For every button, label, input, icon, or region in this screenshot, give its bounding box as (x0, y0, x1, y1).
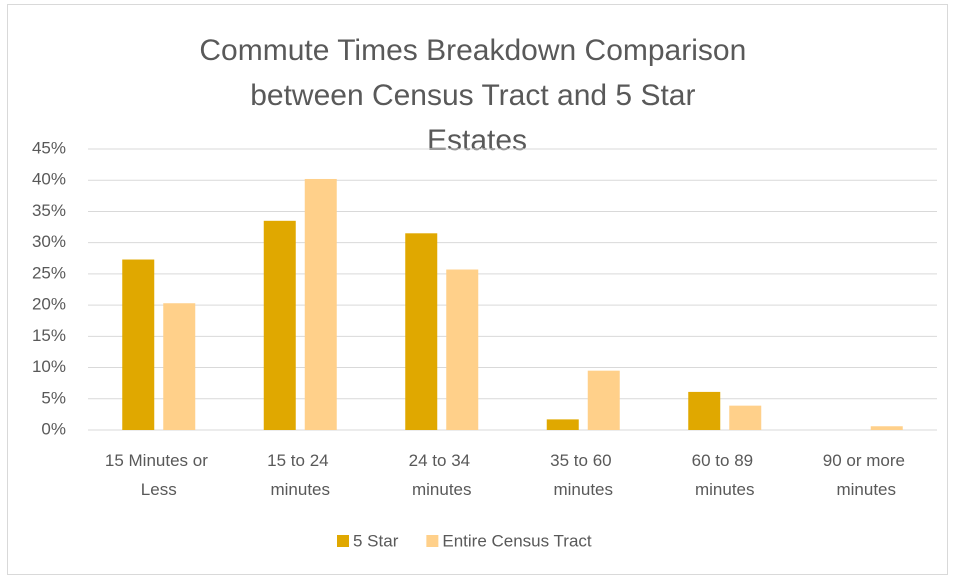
bar (587, 370, 620, 430)
x-tick-label: 60 to 89 minutes (692, 451, 758, 499)
bar (870, 426, 903, 430)
y-tick-label: 35% (32, 201, 66, 220)
y-tick-label: 45% (32, 138, 66, 157)
bar (688, 391, 721, 430)
x-tick-label: 35 to 60 minutes (550, 451, 616, 499)
y-tick-label: 0% (41, 419, 66, 438)
y-tick-label: 10% (32, 357, 66, 376)
y-tick-label: 30% (32, 232, 66, 251)
bar (446, 269, 479, 430)
y-tick-label: 25% (32, 263, 66, 282)
y-tick-label: 20% (32, 295, 66, 314)
bar (163, 303, 196, 430)
bar (263, 220, 296, 430)
bar (405, 233, 438, 430)
bar (122, 259, 155, 430)
bar (729, 405, 762, 430)
x-tick-label: 24 to 34 minutes (409, 451, 475, 499)
y-tick-label: 5% (41, 388, 66, 407)
chart-title: Commute Times Breakdown Comparison betwe… (199, 34, 754, 157)
x-tick-label: 15 to 24 minutes (267, 451, 333, 499)
legend-label: 5 Star (353, 531, 399, 550)
x-tick-label: 90 or more minutes (823, 451, 910, 499)
y-tick-label: 40% (32, 170, 66, 189)
legend-swatch (426, 535, 439, 547)
y-tick-label: 15% (32, 326, 66, 345)
legend-swatch (337, 535, 349, 547)
x-tick-label: 15 Minutes or Less (105, 451, 213, 499)
legend-label: Entire Census Tract (442, 531, 592, 550)
bar (546, 419, 579, 430)
bar (304, 178, 337, 430)
